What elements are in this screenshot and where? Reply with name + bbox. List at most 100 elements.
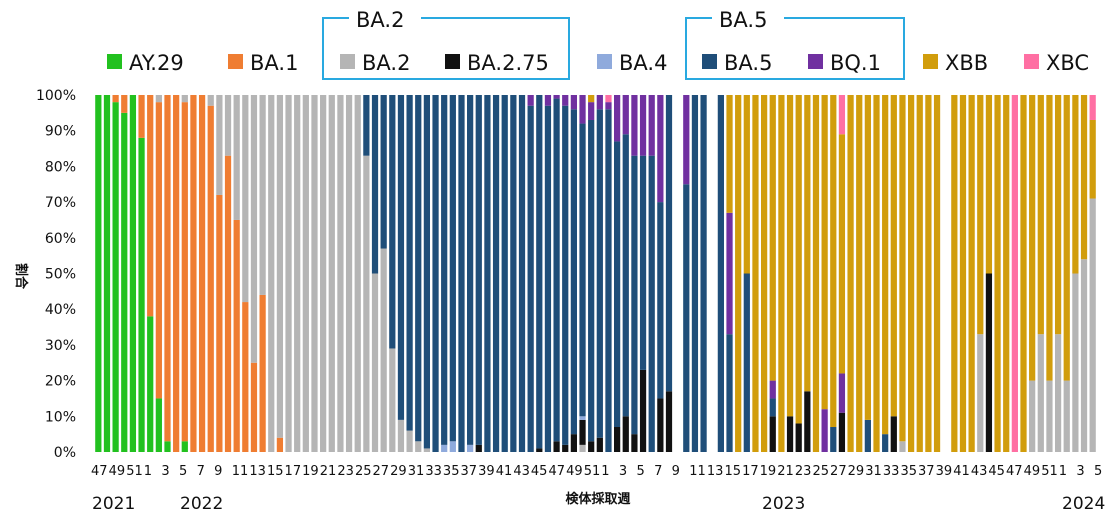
bar-segment bbox=[406, 430, 413, 452]
bar-segment bbox=[907, 95, 915, 452]
bar-90 bbox=[864, 95, 871, 452]
bar-28 bbox=[328, 95, 335, 452]
bar-segment bbox=[579, 416, 586, 420]
bar-91 bbox=[873, 95, 880, 452]
year-label: 2023 bbox=[762, 494, 805, 512]
bar-segment bbox=[518, 95, 526, 452]
bar-segment bbox=[190, 95, 197, 452]
bar-segment bbox=[1020, 95, 1027, 452]
x-tick-label: 39 bbox=[936, 464, 953, 479]
legend-label: BA.5 bbox=[724, 51, 772, 75]
bar-9 bbox=[164, 95, 171, 452]
bar-segment bbox=[337, 95, 344, 452]
bar-67 bbox=[665, 95, 673, 452]
bar-70 bbox=[691, 95, 699, 452]
bar-segment bbox=[994, 95, 1001, 452]
legend-swatch bbox=[445, 54, 460, 69]
bar-106 bbox=[1003, 95, 1010, 452]
bar-segment bbox=[449, 95, 456, 442]
x-tick-label: 51 bbox=[126, 464, 143, 479]
bar-64 bbox=[639, 95, 647, 452]
legend-swatch bbox=[923, 54, 938, 69]
bar-segment bbox=[882, 434, 889, 452]
bar-14 bbox=[207, 95, 214, 453]
bar-segment bbox=[769, 380, 776, 399]
bar-104 bbox=[985, 95, 993, 452]
x-tick-label: 13 bbox=[707, 464, 724, 479]
x-tick-label: 33 bbox=[425, 464, 442, 479]
x-axis-title: 検体採取週 bbox=[565, 491, 630, 507]
bar-85 bbox=[821, 95, 828, 452]
bar-segment bbox=[614, 141, 621, 428]
bar-segment bbox=[95, 95, 102, 452]
bar-76 bbox=[743, 95, 750, 452]
bar-22 bbox=[276, 95, 284, 452]
bar-3 bbox=[112, 95, 119, 452]
bar-34 bbox=[380, 95, 387, 452]
bar-segment bbox=[536, 95, 543, 449]
bar-25 bbox=[302, 95, 309, 452]
legend-swatch bbox=[228, 54, 243, 69]
bar-segment bbox=[1046, 95, 1053, 381]
bar-segment bbox=[1037, 334, 1044, 452]
bar-segment bbox=[951, 95, 958, 452]
bar-2 bbox=[103, 95, 111, 452]
y-tick-label: 10% bbox=[45, 409, 76, 425]
bar-segment bbox=[268, 95, 275, 452]
legend-label: BA.4 bbox=[619, 51, 667, 75]
bar-78 bbox=[761, 95, 768, 452]
bar-18 bbox=[242, 95, 249, 452]
bar-segment bbox=[856, 95, 863, 452]
bar-segment bbox=[155, 95, 162, 103]
bar-95 bbox=[907, 95, 915, 452]
x-tick-label: 27 bbox=[830, 464, 847, 479]
bar-110 bbox=[1037, 95, 1044, 452]
bar-segment bbox=[631, 434, 638, 452]
bar-segment bbox=[622, 416, 629, 452]
bar-107 bbox=[1011, 95, 1018, 452]
bar-segment bbox=[614, 427, 621, 452]
bar-segment bbox=[570, 109, 577, 435]
bar-108 bbox=[1020, 95, 1027, 452]
bar-segment bbox=[648, 95, 655, 156]
bar-segment bbox=[345, 95, 353, 452]
bar-7 bbox=[147, 95, 154, 452]
bar-segment bbox=[657, 95, 664, 203]
bar-segment bbox=[812, 95, 820, 452]
bar-segment bbox=[596, 95, 603, 110]
bar-segment bbox=[294, 95, 301, 452]
bar-segment bbox=[484, 95, 491, 452]
bar-segment bbox=[648, 155, 655, 452]
bar-24 bbox=[294, 95, 301, 452]
bar-12 bbox=[190, 95, 197, 452]
x-tick-label: 31 bbox=[408, 464, 425, 479]
bar-36 bbox=[397, 95, 405, 452]
bar-54 bbox=[553, 95, 560, 452]
bar-segment bbox=[544, 95, 552, 106]
legend-item-ba-4: BA.4 bbox=[597, 51, 667, 75]
bar-30 bbox=[345, 95, 353, 452]
y-tick-label: 70% bbox=[45, 195, 76, 211]
bar-segment bbox=[320, 95, 327, 452]
legend-item-ba-1: BA.1 bbox=[228, 51, 298, 75]
bar-103 bbox=[977, 95, 984, 452]
y-tick-label: 80% bbox=[45, 159, 76, 175]
bar-segment bbox=[1089, 95, 1096, 120]
legend-label: BQ.1 bbox=[830, 51, 881, 75]
bar-37 bbox=[406, 95, 413, 452]
bar-segment bbox=[562, 105, 569, 445]
bar-segment bbox=[786, 95, 794, 417]
bar-6 bbox=[138, 95, 145, 452]
bar-segment bbox=[242, 302, 249, 452]
bar-segment bbox=[224, 155, 232, 452]
bar-5 bbox=[129, 95, 137, 452]
bar-segment bbox=[778, 95, 785, 452]
bar-38 bbox=[415, 95, 422, 452]
x-tick-label: 15 bbox=[724, 464, 741, 479]
bar-11 bbox=[181, 95, 188, 452]
x-tick-label: 33 bbox=[883, 464, 900, 479]
legend-swatch bbox=[597, 54, 612, 69]
bar-segment bbox=[916, 95, 923, 452]
x-tick-label: 17 bbox=[742, 464, 759, 479]
bar-segment bbox=[985, 273, 993, 452]
